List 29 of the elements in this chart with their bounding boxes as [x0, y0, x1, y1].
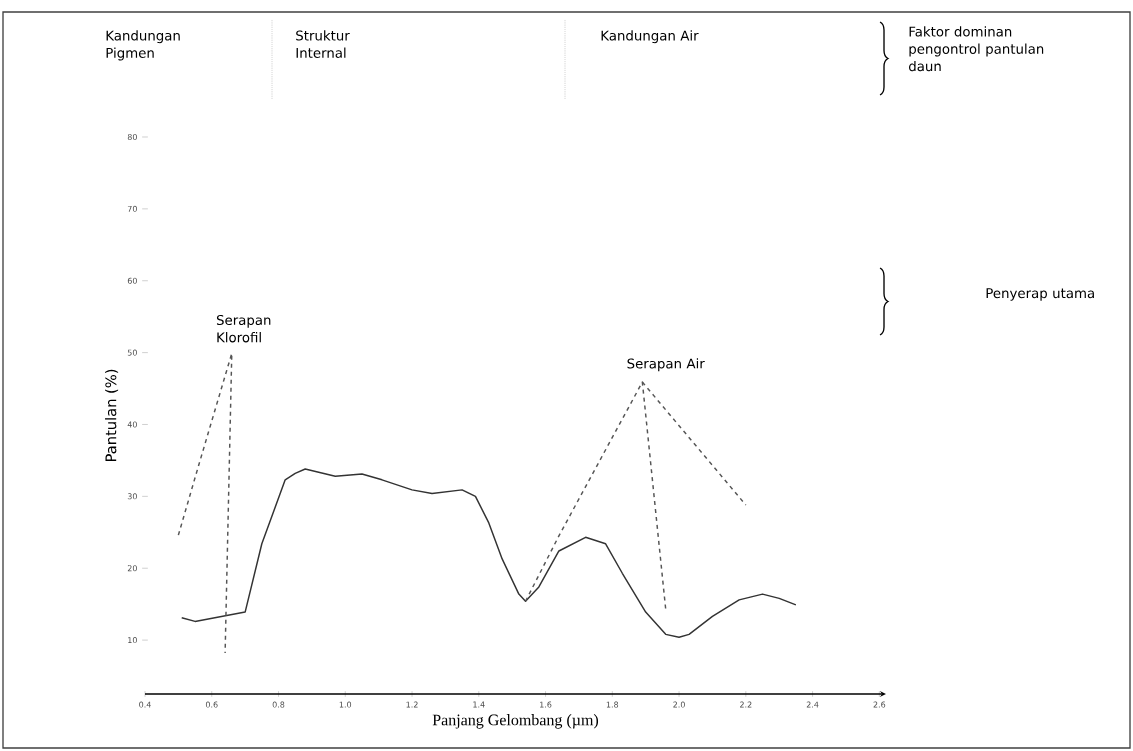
x-axis-title: Panjang Gelombang (µm): [432, 714, 599, 729]
y-tick-label: 20: [127, 565, 137, 572]
x-tick-label: 0.6: [205, 701, 218, 708]
y-tick-label: 50: [127, 349, 137, 356]
y-tick-label: 70: [127, 205, 137, 212]
x-tick-label: 1.6: [540, 701, 552, 708]
x-tick-label: 0.8: [272, 701, 285, 708]
text: Struktur Internal: [296, 30, 350, 58]
x-tick-label: 1.8: [606, 701, 619, 708]
x-tick-label: 1.4: [473, 701, 485, 708]
x-tick-label: 1.2: [406, 701, 418, 708]
x-tick-label: 1.0: [339, 701, 352, 708]
text: Kandungan Air: [601, 30, 699, 44]
y-tick-label: 60: [127, 277, 137, 284]
x-tick-label: 0.4: [139, 701, 151, 708]
annotation: Serapan Klorofil: [216, 314, 271, 343]
x-tick-label: 2.4: [806, 701, 819, 708]
y-tick-label: 30: [127, 493, 137, 500]
x-tick-label: 2.6: [873, 701, 886, 708]
text: Penyerap utama: [986, 288, 1094, 301]
y-tick-label: 80: [127, 133, 137, 141]
x-tick-label: 2.0: [673, 701, 685, 708]
y-tick-label: 40: [127, 421, 137, 428]
y-axis-title: Pantulan (%): [105, 369, 119, 462]
text: Faktor dominan pengontrol pantulan daun: [909, 26, 1044, 72]
text: Kandungan Pigmen: [106, 30, 180, 61]
x-tick-label: 2.2: [740, 701, 752, 708]
annotation: Serapan Air: [627, 358, 705, 372]
y-tick-label: 10: [128, 637, 137, 644]
